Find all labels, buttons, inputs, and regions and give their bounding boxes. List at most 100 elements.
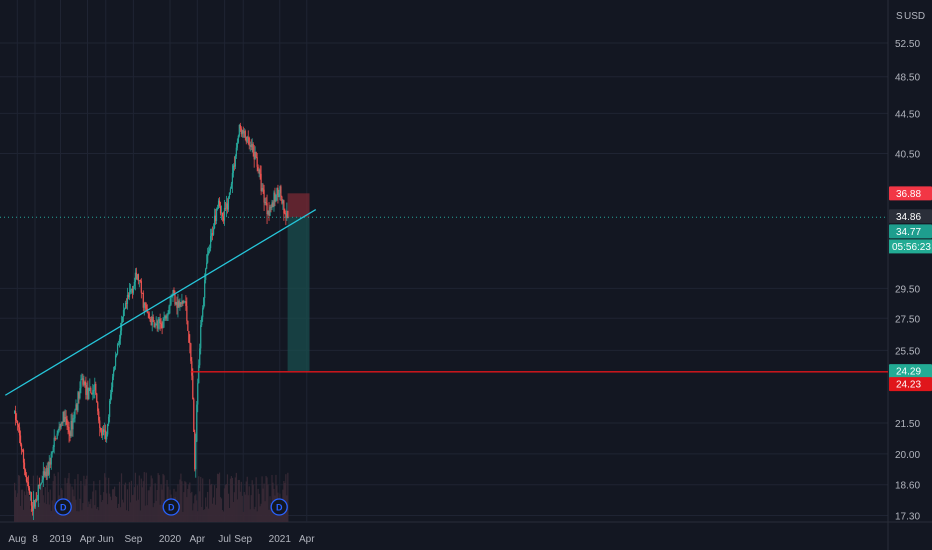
candle-body — [49, 461, 51, 465]
candle-body — [128, 292, 131, 298]
price-badge — [889, 377, 932, 392]
candle-body — [59, 426, 61, 428]
candle-body — [224, 207, 227, 209]
time-tick-label: 8 — [32, 534, 38, 545]
volume-bar — [257, 488, 259, 522]
time-tick-label: Aug — [8, 534, 26, 545]
volume-bar — [201, 506, 203, 522]
volume-bar — [200, 476, 202, 522]
volume-bar — [20, 489, 23, 522]
volume-bar — [30, 503, 33, 522]
volume-bar — [180, 473, 182, 522]
candle-body — [87, 387, 89, 399]
volume-bar — [39, 483, 41, 522]
volume-bar — [93, 481, 95, 522]
candlesticks — [14, 122, 289, 520]
candle-body — [17, 424, 20, 428]
volume-bar — [107, 504, 109, 522]
candle-body — [259, 169, 261, 174]
volume-bar — [113, 489, 115, 522]
time-axis[interactable]: Aug 8 2019 Apr Jun Sep 2020 Apr Jul Sep 2021 Apr — [8, 534, 315, 545]
candle-body — [26, 481, 29, 483]
candle-body — [220, 212, 223, 214]
candle-body — [197, 383, 199, 405]
candle-body — [206, 262, 208, 269]
dividend-marker-label: D — [276, 503, 283, 513]
scale-label: S — [896, 11, 903, 22]
volume-bar — [247, 495, 249, 522]
candle-body — [126, 294, 129, 304]
volume-bar — [260, 503, 262, 522]
price-badge-label: 24.23 — [896, 380, 921, 391]
candle-body — [109, 400, 111, 417]
candle-body — [209, 248, 211, 251]
candle-body — [53, 437, 55, 447]
candle-body — [75, 404, 77, 410]
volume-bar — [120, 473, 123, 522]
candle-body — [35, 499, 37, 501]
candle-body — [225, 203, 228, 209]
volume-bar — [71, 486, 73, 522]
volume-bar — [83, 475, 85, 522]
candle-body — [181, 300, 183, 304]
volume-bar — [217, 474, 220, 522]
volume-bar — [198, 476, 200, 522]
candle-body — [208, 250, 210, 254]
candle-body — [84, 381, 86, 386]
volume-bar — [75, 499, 77, 522]
volume-bar — [239, 491, 241, 522]
volume-bar — [157, 473, 159, 522]
drawing-overlays[interactable] — [0, 209, 888, 396]
candle-body — [110, 394, 112, 401]
volume-bar — [72, 489, 74, 522]
volume-bar — [92, 491, 94, 522]
time-tick-label: 2020 — [159, 534, 182, 545]
candle-body — [246, 136, 248, 142]
candle-body — [20, 444, 23, 450]
volume-bar — [33, 508, 35, 522]
candle-body — [164, 316, 166, 319]
candle-body — [211, 233, 213, 237]
candle-body — [98, 411, 100, 421]
volume-bar — [249, 509, 251, 522]
volume-bar — [131, 495, 134, 522]
short-position-tool[interactable] — [287, 193, 310, 372]
volume-bar — [73, 496, 75, 522]
candle-body — [113, 366, 116, 370]
volume-bar — [178, 506, 180, 522]
volume-bar — [111, 500, 113, 522]
volume-bar — [117, 503, 120, 522]
volume-bar — [103, 492, 105, 522]
volume-bar — [99, 480, 101, 522]
volume-bar — [106, 493, 108, 522]
candle-body — [116, 344, 119, 354]
candle-body — [228, 192, 231, 198]
candle-body — [250, 144, 252, 148]
candle-body — [248, 137, 250, 146]
candle-body — [124, 303, 127, 309]
volume-bar — [270, 502, 272, 522]
candle-body — [134, 272, 136, 283]
candle-body — [269, 207, 271, 216]
candle-body — [72, 418, 74, 430]
volume-bar — [108, 477, 110, 522]
volume-bar — [191, 491, 193, 522]
volume-bar — [112, 489, 114, 522]
volume-bar — [209, 479, 211, 522]
candle-body — [132, 285, 134, 293]
candle-body — [255, 151, 257, 158]
candle-body — [23, 462, 26, 470]
volume-bar — [50, 510, 52, 522]
candle-body — [135, 272, 137, 280]
volume-bar — [68, 472, 70, 522]
volume-bar — [84, 485, 86, 522]
price-axis[interactable]: USD S 52.50 48.50 44.50 40.50 29.50 27.50 25.5… — [895, 11, 925, 523]
volume-bar — [136, 485, 138, 522]
volume-bar — [161, 489, 163, 522]
candle-body — [57, 429, 59, 434]
volume-bar — [287, 472, 289, 522]
volume-bar — [160, 484, 162, 522]
volume-bar — [186, 497, 188, 522]
